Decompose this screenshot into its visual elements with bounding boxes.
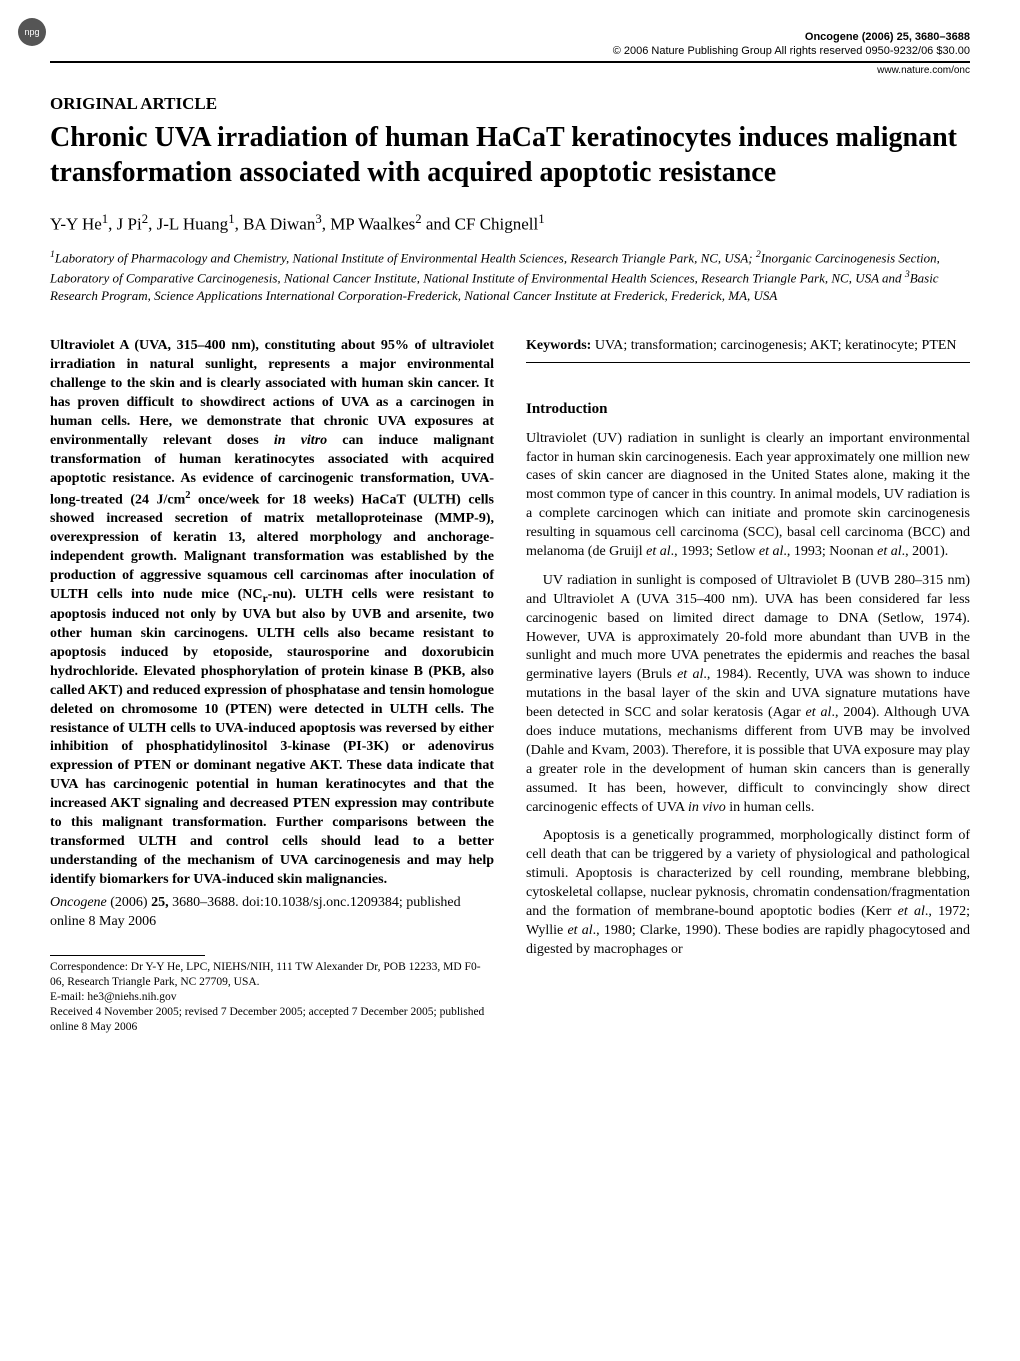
citation-line: Oncogene (2006) 25, 3680–3688. doi:10.10… xyxy=(50,894,494,932)
abstract: Ultraviolet A (UVA, 315–400 nm), constit… xyxy=(50,337,494,889)
keywords-label: Keywords: xyxy=(526,338,591,353)
affiliations: 1Laboratory of Pharmacology and Chemistr… xyxy=(50,248,970,305)
journal-header: Oncogene (2006) 25, 3680–3688 © 2006 Nat… xyxy=(50,30,970,59)
footnote-rule xyxy=(50,955,205,956)
publisher-badge: npg xyxy=(18,18,46,46)
correspondence-email: E-mail: he3@niehs.nih.gov xyxy=(50,990,494,1005)
journal-citation: Oncogene (2006) 25, 3680–3688 xyxy=(50,30,970,44)
two-column-body: Ultraviolet A (UVA, 315–400 nm), constit… xyxy=(50,337,970,1035)
left-column: Ultraviolet A (UVA, 315–400 nm), constit… xyxy=(50,337,494,1035)
intro-body: Ultraviolet (UV) radiation in sunlight i… xyxy=(526,430,970,960)
author-list: Y-Y He1, J Pi2, J-L Huang1, BA Diwan3, M… xyxy=(50,212,970,235)
keywords-rule xyxy=(526,362,970,363)
intro-heading: Introduction xyxy=(526,399,970,419)
keywords-block: Keywords: UVA; transformation; carcinoge… xyxy=(526,337,970,356)
article-title: Chronic UVA irradiation of human HaCaT k… xyxy=(50,120,970,190)
footnotes: Correspondence: Dr Y-Y He, LPC, NIEHS/NI… xyxy=(50,960,494,1035)
page-container: Oncogene (2006) 25, 3680–3688 © 2006 Nat… xyxy=(0,0,1020,1075)
journal-url: www.nature.com/onc xyxy=(50,61,970,76)
keywords-text: UVA; transformation; carcinogenesis; AKT… xyxy=(591,338,956,353)
correspondence: Correspondence: Dr Y-Y He, LPC, NIEHS/NI… xyxy=(50,960,494,990)
article-type: ORIGINAL ARTICLE xyxy=(50,94,970,114)
right-column: Keywords: UVA; transformation; carcinoge… xyxy=(526,337,970,1035)
copyright-line: © 2006 Nature Publishing Group All right… xyxy=(50,44,970,58)
received-line: Received 4 November 2005; revised 7 Dece… xyxy=(50,1005,494,1035)
